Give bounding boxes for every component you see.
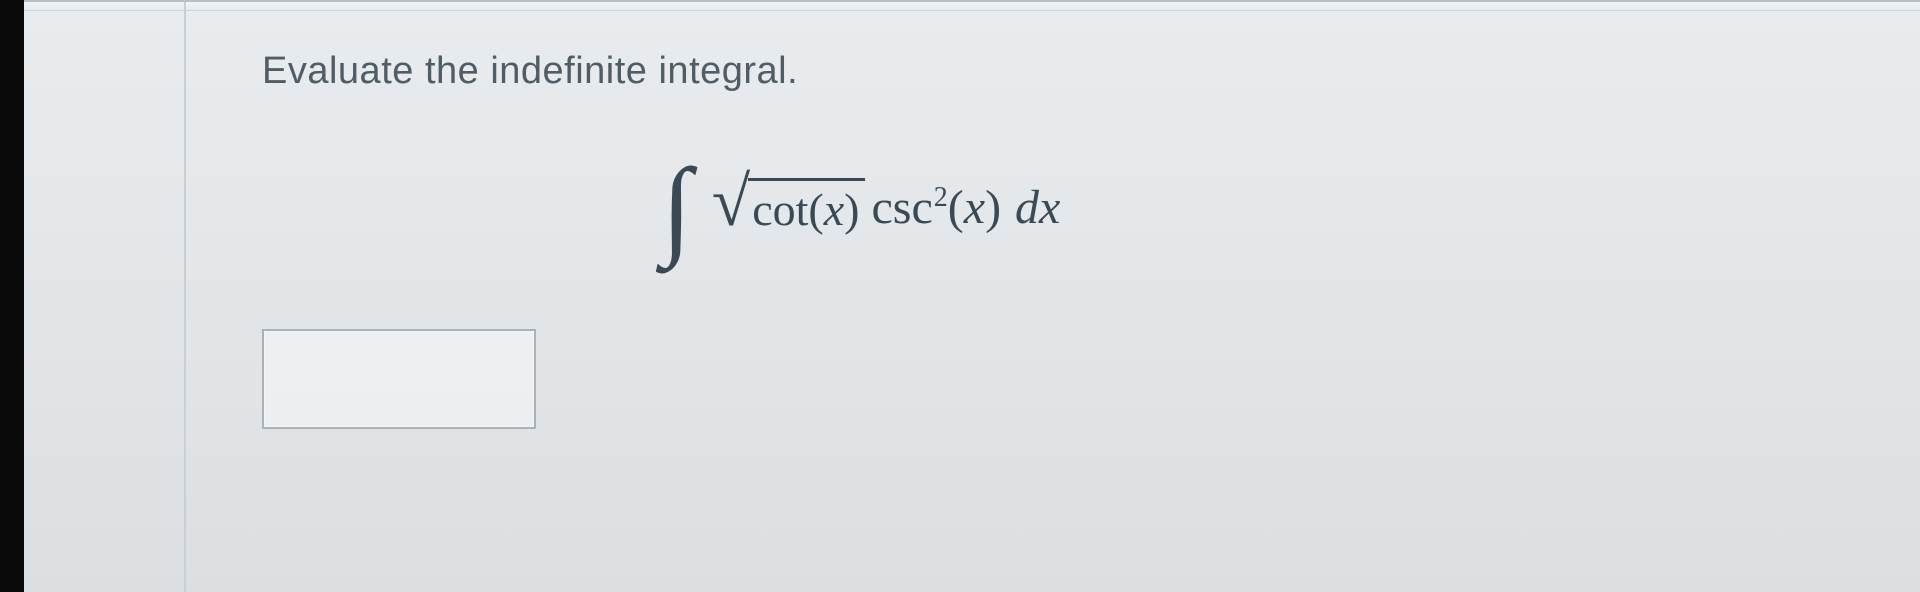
question-prompt: Evaluate the indefinite integral. <box>262 50 1880 93</box>
question-content: Evaluate the indefinite integral. ∫ √ co… <box>262 50 1880 429</box>
sqrt-group: √ cot(x) <box>712 178 866 236</box>
integral-expression: ∫ √ cot(x) csc2(x) dx <box>262 163 1880 251</box>
outer-arg: x <box>964 181 985 234</box>
differential: dx <box>1015 180 1060 235</box>
answer-input[interactable] <box>262 329 536 429</box>
radical-icon: √ <box>712 178 750 227</box>
radicand: cot(x) <box>748 178 865 236</box>
sidebar-divider <box>184 2 186 592</box>
question-panel: Evaluate the indefinite integral. ∫ √ co… <box>24 0 1920 592</box>
math-expression: ∫ √ cot(x) csc2(x) dx <box>662 163 1061 251</box>
top-divider <box>24 2 1920 11</box>
outer-fn: csc <box>871 181 932 234</box>
integral-sign: ∫ <box>662 163 692 251</box>
radicand-fn: cot <box>752 184 808 235</box>
outer-term: csc2(x) <box>871 180 1001 235</box>
outer-exp: 2 <box>934 182 948 213</box>
radicand-arg: x <box>824 184 844 235</box>
